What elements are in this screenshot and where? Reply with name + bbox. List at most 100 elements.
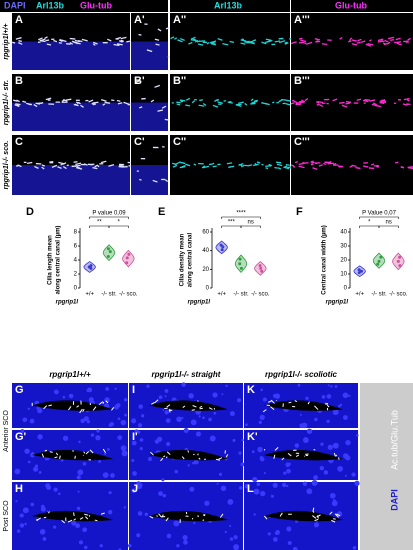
cilia [79, 517, 84, 520]
nucleus [229, 537, 234, 541]
nucleus [311, 479, 318, 486]
cilia [225, 454, 229, 458]
stain [185, 97, 191, 101]
nucleus [84, 545, 88, 550]
point [260, 269, 264, 273]
stain [310, 163, 314, 166]
nucleus [326, 419, 330, 423]
stain [179, 161, 186, 165]
stain [252, 39, 257, 42]
stain [100, 98, 107, 102]
nucleus [22, 417, 28, 423]
bracket [359, 225, 380, 228]
nucleus [30, 502, 35, 507]
point [360, 269, 364, 273]
nucleus [272, 482, 278, 488]
stain [339, 36, 343, 40]
cilia [270, 399, 275, 404]
stain [53, 39, 58, 43]
nucleus [53, 487, 58, 492]
nucleus [273, 394, 277, 398]
nucleus [139, 438, 144, 442]
stain [249, 41, 255, 45]
nucleus [337, 465, 343, 472]
stain [16, 99, 20, 103]
stain [177, 39, 183, 43]
stain [18, 42, 23, 45]
nucleus [259, 456, 265, 462]
nucleus [240, 462, 245, 467]
stain [332, 98, 338, 102]
nucleus [131, 488, 137, 494]
nucleus [181, 416, 184, 419]
cilia [329, 511, 333, 515]
panel-letter: C [15, 136, 23, 148]
stain [365, 43, 372, 47]
stain [222, 42, 229, 46]
dapi-band [12, 102, 130, 131]
point [108, 250, 112, 254]
nucleus [139, 483, 143, 487]
point [87, 265, 91, 269]
row-label-bg [0, 74, 12, 131]
nucleus [182, 534, 188, 541]
stain [139, 178, 142, 181]
nucleus [326, 394, 332, 399]
stain [302, 162, 309, 164]
stain [317, 101, 324, 104]
stain [62, 166, 67, 170]
significance: **** [236, 211, 246, 217]
nucleus [209, 435, 216, 442]
stain [113, 43, 120, 47]
cilia [192, 405, 197, 408]
stain [76, 101, 80, 105]
stain [164, 179, 169, 183]
cilia [84, 513, 89, 516]
cilia [314, 405, 319, 410]
nucleus [102, 472, 109, 478]
cilia [273, 454, 276, 459]
nucleus [173, 520, 180, 527]
stain [190, 39, 197, 42]
panel-letter: A'' [173, 14, 187, 26]
nucleus [62, 435, 69, 441]
cilia [156, 515, 158, 517]
stain [370, 163, 375, 166]
nucleus [344, 474, 347, 477]
nucleus [24, 448, 30, 454]
stain [284, 41, 288, 44]
stain [294, 160, 299, 164]
nucleus [327, 384, 330, 387]
stain [349, 165, 353, 168]
cilia [98, 401, 104, 405]
point [377, 259, 381, 263]
stain [284, 42, 289, 45]
nucleus [131, 440, 137, 446]
bracket [240, 225, 261, 228]
stain [102, 103, 106, 106]
nucleus [71, 520, 77, 526]
stain [176, 103, 181, 106]
canal [32, 510, 113, 522]
stain [387, 41, 391, 45]
stain [199, 99, 203, 102]
stain [81, 38, 88, 42]
nucleus [339, 403, 343, 407]
stain [400, 166, 404, 169]
nucleus [229, 411, 235, 417]
stain [403, 97, 410, 101]
cilia [102, 448, 106, 454]
cilia [181, 456, 185, 460]
cilia [197, 400, 199, 402]
canal [149, 510, 228, 522]
canal [264, 400, 343, 411]
y-tick-label: 0 [206, 286, 210, 292]
stain [170, 36, 175, 40]
panel-letter: J [132, 483, 138, 495]
stain [146, 49, 153, 53]
stain [217, 38, 223, 41]
y-tick-label: 60 [202, 230, 209, 236]
nucleus [141, 414, 145, 418]
nucleus [188, 393, 194, 399]
nucleus [38, 471, 42, 474]
